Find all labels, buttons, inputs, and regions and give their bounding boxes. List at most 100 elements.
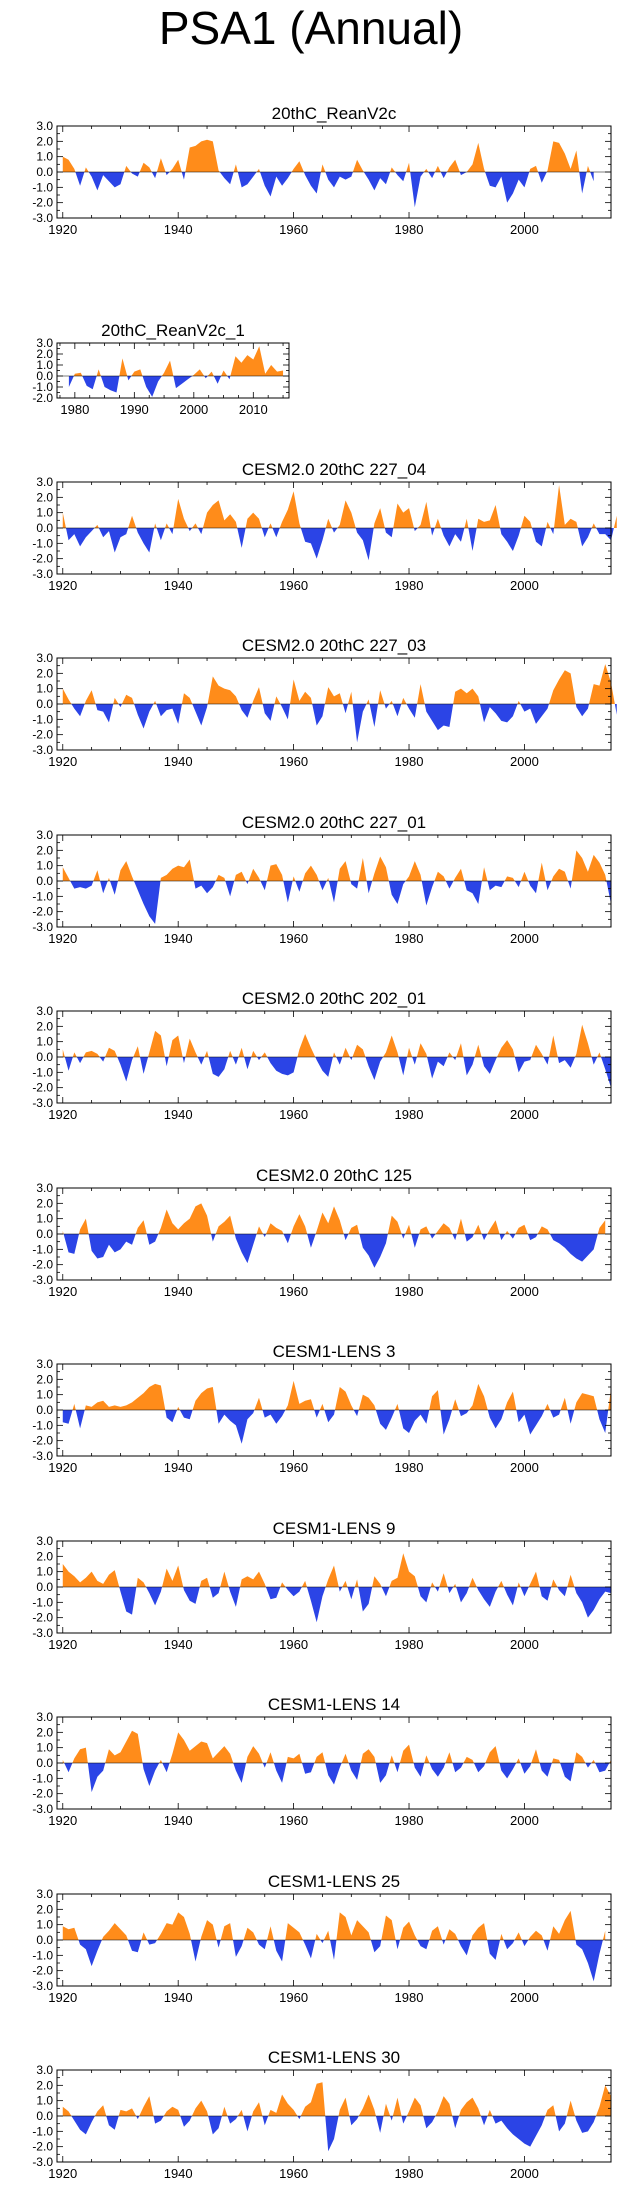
y-tick-label: 0.0 [36,1227,53,1241]
y-tick-label: 2.0 [36,843,53,857]
y-tick-label: -3.0 [32,743,53,757]
y-tick-label: -3.0 [32,1626,53,1640]
y-tick-label: 3.0 [36,475,53,489]
y-tick-label: 3.0 [36,1004,53,1018]
y-tick-label: -3.0 [32,1449,53,1463]
x-tick-label: 1960 [279,931,308,946]
chart-panel: CESM1-LENS 9 3.02.0 1.00.0-1.0 -2.0-3.01920… [32,1519,612,1652]
y-tick-label: -1.0 [32,1065,53,1079]
chart-title: CESM1-LENS 25 [268,1872,400,1891]
x-tick-label: 1920 [48,2166,77,2181]
y-tick-label: 1.0 [36,682,53,696]
y-tick-label: 3.0 [36,1357,53,1371]
chart-title: CESM1-LENS 3 [273,1342,396,1361]
y-tick-label: -1.0 [32,536,53,550]
negative-area [62,1057,612,1088]
y-tick-label: 0.0 [36,697,53,711]
y-tick-label: 1.0 [36,506,53,520]
chart-title: 20thC_ReanV2c_1 [101,321,245,340]
y-tick-label: 3.0 [36,1534,53,1548]
y-tick-label: 1.0 [36,859,53,873]
chart-panel: CESM1-LENS 25 3.02.0 1.00.0-1.0 -2.0-3.0192… [32,1872,612,2005]
y-tick-label: -3.0 [32,1802,53,1816]
y-tick-label: 2.0 [36,490,53,504]
chart-panel: 20thC_ReanV2c_1 3.02.01.00.0-1.0-2.0 1980 1… [32,321,290,417]
positive-area [62,1203,606,1234]
chart-panel: CESM2.0 20thC 227_03 3.02.0 1.00.0-1.0 -2.0… [32,636,617,769]
x-tick-label: 1920 [48,1637,77,1652]
chart-title: CESM1-LENS 30 [268,2048,400,2067]
x-tick-label: 1960 [279,1990,308,2005]
y-tick-label: -2.0 [32,728,53,742]
y-tick-label: 0.0 [36,2109,53,2123]
chart-title: CESM2.0 20thC 227_04 [242,460,426,479]
y-tick-label: -2.0 [32,1787,53,1801]
y-tick-label: 2.0 [36,1549,53,1563]
x-tick-label: 2000 [510,931,539,946]
x-tick-label: 1980 [395,754,424,769]
x-tick-label: 1940 [164,1107,193,1122]
x-tick-label: 1920 [48,1990,77,2005]
chart-title: CESM2.0 20thC 227_01 [242,813,426,832]
x-tick-label: 1960 [279,222,308,237]
x-tick-label: 1980 [395,2166,424,2181]
x-tick-label: 1980 [395,1107,424,1122]
negative-area [62,1234,606,1268]
y-tick-label: 2.0 [36,1019,53,1033]
y-tick-label: 3.0 [36,1710,53,1724]
y-tick-label: 2.0 [36,347,53,361]
chart-panel: 20thC_ReanV2c 3.02.0 1.00.0-1.0 -2.0-3.0192… [32,104,612,237]
y-tick-label: -2.0 [32,1434,53,1448]
positive-area [62,2082,612,2116]
chart-title: CESM2.0 20thC 202_01 [242,989,426,1008]
y-tick-label: -3.0 [32,1979,53,1993]
y-tick-label: 2.0 [36,2078,53,2092]
y-tick-label: 3.0 [36,828,53,842]
y-tick-label: 0.0 [36,1403,53,1417]
positive-area [62,485,617,528]
x-tick-label: 1940 [164,754,193,769]
x-tick-label: 1940 [164,1284,193,1299]
negative-area [62,2116,612,2152]
x-tick-label: 1980 [395,1460,424,1475]
y-tick-label: -3.0 [32,1273,53,1287]
positive-area [62,1910,606,1940]
y-tick-label: 2.0 [36,134,53,148]
x-tick-label: 1960 [279,1284,308,1299]
chart-panel: CESM2.0 20thC 125 3.02.0 1.00.0-1.0 -2.0-3.… [32,1166,612,1299]
y-tick-label: -2.0 [32,1258,53,1272]
negative-area [62,881,612,924]
positive-area [62,664,617,704]
x-tick-label: 2000 [510,222,539,237]
y-tick-label: -2.0 [32,196,53,210]
negative-area [62,528,617,561]
y-tick-label: -3.0 [32,567,53,581]
x-tick-label: 2010 [239,402,268,417]
y-tick-label: 3.0 [36,2063,53,2077]
y-tick-label: -2.0 [32,391,53,405]
y-tick-label: -1.0 [32,1242,53,1256]
figure-title: PSA1 (Annual) [159,2,463,54]
y-tick-label: 2.0 [36,666,53,680]
x-tick-label: 1980 [395,1284,424,1299]
x-tick-label: 1920 [48,1813,77,1828]
y-tick-label: 0.0 [36,165,53,179]
x-tick-label: 1940 [164,222,193,237]
y-tick-label: -1.0 [32,2124,53,2138]
negative-area [62,1940,606,1982]
x-tick-label: 1940 [164,1460,193,1475]
y-tick-label: 0.0 [36,1933,53,1947]
x-tick-label: 1920 [48,1460,77,1475]
y-tick-label: -2.0 [32,1611,53,1625]
y-tick-label: 0.0 [36,1756,53,1770]
chart-title: 20thC_ReanV2c [272,104,397,123]
chart-panel: CESM2.0 20thC 227_04 3.02.0 1.00.0-1.0 -2.0… [32,460,617,593]
x-tick-label: 2000 [510,754,539,769]
x-tick-label: 1960 [279,1637,308,1652]
x-tick-label: 1980 [395,1813,424,1828]
x-tick-label: 1980 [395,1637,424,1652]
x-tick-label: 2000 [510,1460,539,1475]
chart-title: CESM1-LENS 14 [268,1695,400,1714]
x-tick-label: 1920 [48,578,77,593]
